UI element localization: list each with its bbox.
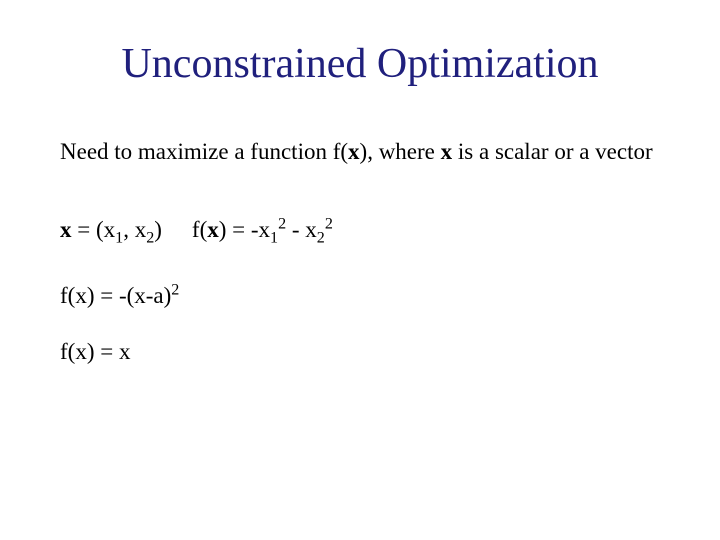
eq1-rhs-sup1: 2: [278, 215, 286, 232]
eq1-rhs-sup2: 2: [325, 215, 333, 232]
eq1-rhs-eq: ) = -x: [219, 217, 270, 242]
eq3-text: f(x) = x: [60, 339, 130, 364]
equation-line-2: f(x) = -(x-a)2: [60, 283, 660, 309]
intro-text: Need to maximize a function f(x), where …: [60, 138, 660, 167]
eq1-rhs-minus: - x: [286, 217, 317, 242]
equation-line-1: x = (x1, x2)f(x) = -x12 - x22: [60, 217, 660, 243]
eq1-rhs-f: f(: [192, 217, 207, 242]
eq1-sub1: 1: [115, 229, 123, 246]
eq1-rhs-bold: x: [207, 217, 219, 242]
eq1-lhs-rest: = (x: [72, 217, 116, 242]
intro-bold1: x: [348, 139, 360, 164]
slide-container: Unconstrained Optimization Need to maxim…: [0, 0, 720, 540]
intro-part2: ), where: [360, 139, 441, 164]
slide-title: Unconstrained Optimization: [60, 40, 660, 88]
eq1-lhs-bold: x: [60, 217, 72, 242]
intro-part3: is a scalar or a vector: [452, 139, 653, 164]
eq2-sup: 2: [171, 281, 179, 298]
equation-line-3: f(x) = x: [60, 339, 660, 365]
eq1-mid: , x: [123, 217, 146, 242]
eq1-close: ): [154, 217, 162, 242]
eq2-text: f(x) = -(x-a): [60, 283, 171, 308]
eq1-rhs-sub2: 2: [317, 229, 325, 246]
eq1-rhs-sub1: 1: [270, 229, 278, 246]
intro-part1: Need to maximize a function f(: [60, 139, 348, 164]
intro-bold2: x: [441, 139, 453, 164]
